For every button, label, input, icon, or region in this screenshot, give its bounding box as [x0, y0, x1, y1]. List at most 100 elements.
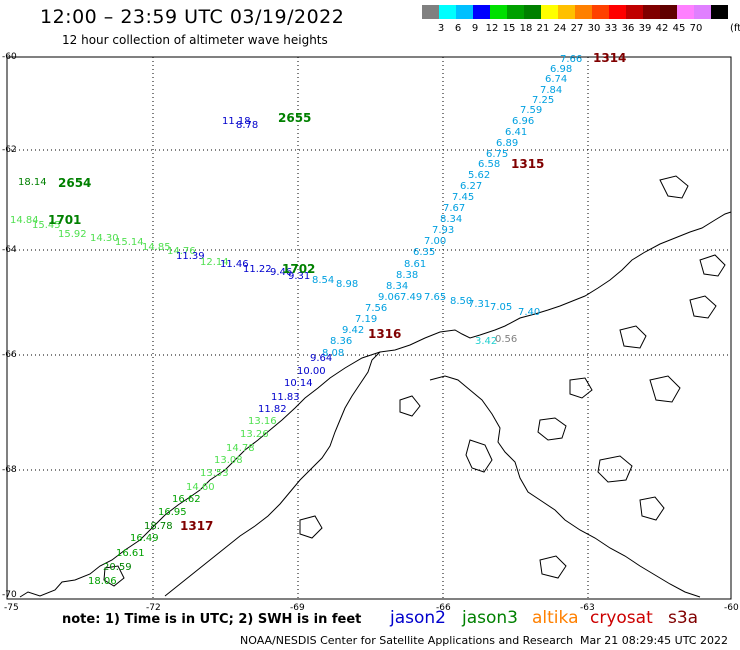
wave-height-label: 9.46: [270, 267, 292, 278]
wave-height-label: 14.30: [90, 233, 119, 244]
track-id-label: 2654: [58, 176, 91, 190]
satellite-name-altika: altika: [532, 608, 579, 628]
legend-swatch: [524, 5, 541, 19]
legend-swatch: [422, 5, 439, 19]
wave-height-label: 11.83: [271, 392, 300, 403]
wave-height-label: 15.14: [115, 237, 144, 248]
legend-label: 6: [454, 23, 462, 34]
legend-swatch: [439, 5, 456, 19]
wave-height-label: 6.96: [512, 116, 534, 127]
wave-height-label: 10.00: [297, 366, 326, 377]
wave-height-label: 8.38: [396, 270, 418, 281]
lat-label: -62: [2, 145, 17, 155]
wave-height-label: 13.53: [200, 468, 229, 479]
wave-height-label: 7.59: [520, 105, 542, 116]
wave-height-label: 11.39: [176, 251, 205, 262]
track-id-label: 1702: [282, 262, 315, 276]
wave-height-label: 20.59: [103, 562, 132, 573]
wave-height-label: 3.42: [475, 336, 497, 347]
lon-label: -69: [290, 603, 305, 613]
wave-height-label: 8.61: [404, 259, 426, 270]
wave-height-label: 7.49: [400, 292, 422, 303]
wave-height-label: 11.22: [243, 264, 272, 275]
coastline: [19, 175, 732, 598]
wave-height-label: 18.06: [88, 576, 117, 587]
legend-label: 24: [553, 23, 567, 34]
wave-height-label: 10.14: [284, 378, 313, 389]
wave-height-label: 14.84: [10, 215, 39, 226]
wave-height-label: 16.49: [130, 533, 159, 544]
wave-height-label: 8.36: [330, 336, 352, 347]
wave-height-label: 9.31: [288, 271, 310, 282]
lat-label: -70: [2, 590, 17, 600]
wave-height-label: 6.75: [486, 149, 508, 160]
wave-height-label: 7.31: [468, 299, 490, 310]
wave-height-label: 13.26: [240, 429, 269, 440]
wave-height-label: 18.14: [18, 177, 47, 188]
wave-height-label: 8.54: [312, 275, 334, 286]
track-id-label: 1317: [180, 519, 213, 533]
wave-height-label: 6.35: [413, 247, 435, 258]
wave-height-label: 13.16: [248, 416, 277, 427]
legend-swatch: [473, 5, 490, 19]
track-id-label: 1316: [368, 327, 401, 341]
wave-height-label: 7.40: [518, 307, 540, 318]
lat-label: -68: [2, 465, 17, 475]
legend-swatch: [711, 5, 728, 19]
lon-label: -72: [146, 603, 161, 613]
legend-swatch: [592, 5, 609, 19]
wave-height-label: 16.62: [172, 494, 201, 505]
satellite-name-s3a: s3a: [668, 608, 699, 628]
wave-height-label: 7.66: [560, 54, 582, 65]
lon-label: -75: [4, 603, 19, 613]
legend-swatch: [694, 5, 711, 19]
wave-height-label: 7.65: [424, 292, 446, 303]
lon-label: -60: [724, 603, 739, 613]
wave-height-label: 18.78: [144, 521, 173, 532]
legend-label: 9: [471, 23, 479, 34]
map-frame: [6, 56, 732, 600]
footer-note: note: 1) Time is in UTC; 2) SWH is in fe…: [62, 612, 362, 627]
lat-label: -64: [2, 245, 17, 255]
legend-label: 21: [536, 23, 550, 34]
wave-height-label: 9.42: [342, 325, 364, 336]
legend-label: 33: [604, 23, 618, 34]
wave-height-label: 7.25: [532, 95, 554, 106]
legend-swatch: [626, 5, 643, 19]
legend-swatch: [643, 5, 660, 19]
legend-label: 27: [570, 23, 584, 34]
wave-height-label: 14.85: [142, 242, 171, 253]
wave-height-label: 7.56: [365, 303, 387, 314]
lat-label: -66: [2, 350, 17, 360]
wave-height-label: 6.89: [496, 138, 518, 149]
track-id-label: 2655: [278, 111, 311, 125]
graticule: [7, 57, 731, 599]
generated-timestamp: Mar 21 08:29:45 UTC 2022: [580, 634, 728, 647]
wave-height-label: 12.14: [200, 257, 229, 268]
wave-height-label: 7.84: [540, 85, 562, 96]
wave-height-label: 9.06: [378, 292, 400, 303]
lat-label: -60: [2, 52, 17, 62]
legend-label: 36: [621, 23, 635, 34]
legend-swatch: [677, 5, 694, 19]
wave-height-label: 7.05: [490, 302, 512, 313]
wave-height-label: 8.50: [450, 296, 472, 307]
wave-height-label: 5.62: [468, 170, 490, 181]
wave-height-label: 11.18: [222, 116, 251, 127]
legend-swatch: [507, 5, 524, 19]
chart-title: 12:00 – 23:59 UTC 03/19/2022: [40, 6, 345, 28]
legend-label: 70: [689, 23, 703, 34]
satellite-name-jason3: jason3: [462, 608, 518, 628]
chart-subtitle: 12 hour collection of altimeter wave hei…: [62, 33, 328, 47]
legend-swatch: [575, 5, 592, 19]
lon-label: -63: [580, 603, 595, 613]
legend-swatch: [456, 5, 473, 19]
satellite-name-jason2: jason2: [390, 608, 446, 628]
wave-height-label: 8.78: [236, 120, 258, 131]
wave-height-label: 8.08: [322, 348, 344, 359]
legend-swatch: [490, 5, 507, 19]
legend-swatch: [660, 5, 677, 19]
wave-height-label: 8.34: [440, 214, 462, 225]
legend-swatch: [609, 5, 626, 19]
